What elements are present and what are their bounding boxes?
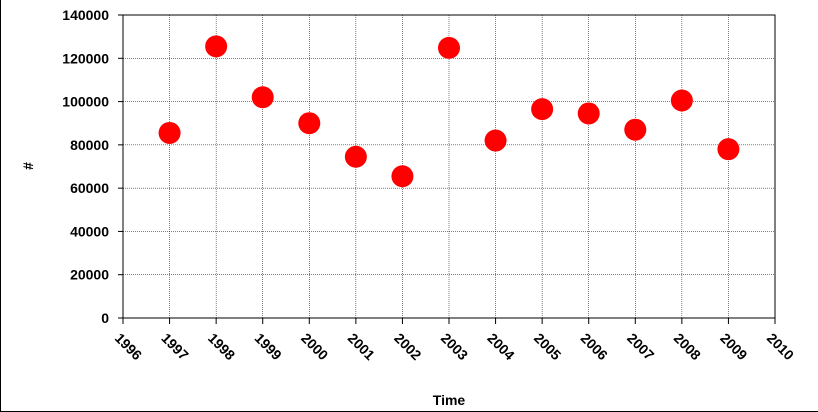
data-point xyxy=(624,118,647,141)
data-point xyxy=(531,98,554,121)
x-tick-label: 1999 xyxy=(252,330,285,363)
data-point xyxy=(251,86,274,109)
data-point xyxy=(298,112,321,135)
x-tick-labels: 1996 1997 1998 1999 2000 2001 2002 2003 2004 2005… xyxy=(112,330,797,363)
x-tick-label: 2009 xyxy=(717,330,750,363)
data-points xyxy=(158,35,740,188)
y-tick-label: 0 xyxy=(101,310,109,326)
data-point xyxy=(391,165,414,188)
x-tick-label: 2002 xyxy=(391,330,424,363)
x-axis-title: Time xyxy=(433,392,466,408)
x-tick-label: 2000 xyxy=(298,330,331,363)
data-point xyxy=(438,36,460,59)
x-tick-label: 2003 xyxy=(438,330,471,363)
y-axis-title: # xyxy=(20,162,36,170)
y-tick-labels: 0 20000 40000 60000 80000 100000 120000 140000 xyxy=(62,7,109,326)
x-tick-label: 2006 xyxy=(578,330,611,363)
y-tick-label: 60000 xyxy=(70,180,109,196)
plot-area xyxy=(122,14,776,319)
y-tick-label: 40000 xyxy=(70,223,109,239)
data-point xyxy=(577,102,600,125)
x-tick-label: 1997 xyxy=(158,330,191,363)
x-tick-label: 2001 xyxy=(345,330,378,363)
data-point xyxy=(670,89,693,112)
data-point xyxy=(484,129,507,152)
x-tick-label: 2005 xyxy=(531,330,564,363)
tick-layer xyxy=(118,14,776,324)
data-point xyxy=(717,138,740,161)
data-point xyxy=(205,35,228,58)
grid-layer xyxy=(123,15,775,318)
data-point xyxy=(344,145,367,168)
y-tick-label: 100000 xyxy=(62,94,109,110)
y-tick-label: 80000 xyxy=(70,137,109,153)
x-tick-label: 1996 xyxy=(112,330,145,363)
x-tick-label: 2004 xyxy=(484,330,517,363)
y-tick-label: 20000 xyxy=(70,267,109,283)
x-tick-label: 2010 xyxy=(764,330,797,363)
x-tick-label: 2008 xyxy=(671,330,704,363)
x-tick-label: 1998 xyxy=(205,330,238,363)
x-tick-label: 2007 xyxy=(624,330,657,363)
y-tick-label: 140000 xyxy=(62,7,109,23)
data-point xyxy=(158,121,181,144)
y-tick-label: 120000 xyxy=(62,50,109,66)
